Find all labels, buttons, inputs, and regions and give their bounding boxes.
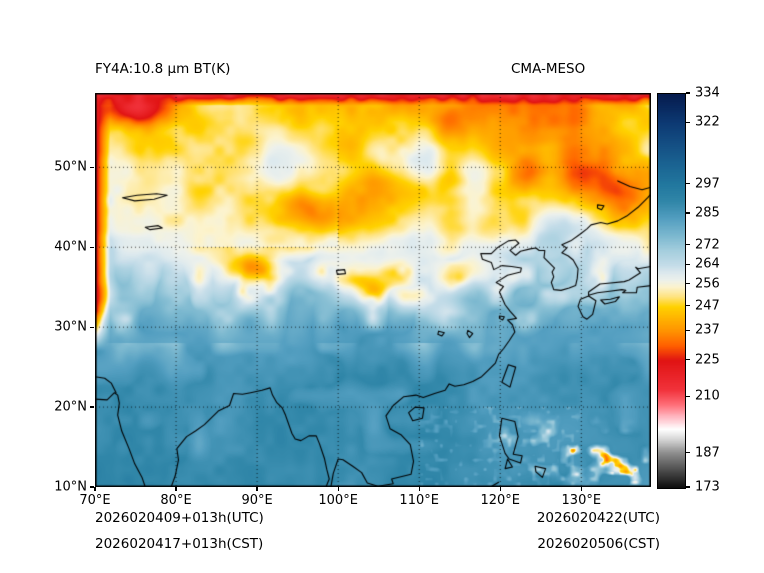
colorbar-tick-label: 210 <box>695 388 720 404</box>
colorbar-tick-label: 272 <box>695 237 720 253</box>
colorbar <box>657 93 686 489</box>
satellite-bt-map <box>95 93 651 487</box>
colorbar-tick-label: 237 <box>695 322 720 338</box>
map-plot-area <box>95 93 651 487</box>
colorbar-tick-mark <box>686 121 690 123</box>
y-tick-mark <box>90 486 94 488</box>
colorbar-tick-label: 322 <box>695 114 720 130</box>
colorbar-tick-label: 225 <box>695 352 720 368</box>
x-tick-mark <box>580 487 582 491</box>
x-tick-label: 70°E <box>79 493 111 508</box>
y-tick-label: 10°N <box>54 479 87 495</box>
y-tick-mark <box>90 406 94 408</box>
x-tick-label: 100°E <box>318 493 358 508</box>
colorbar-tick-mark <box>686 283 690 285</box>
x-tick-label: 120°E <box>480 493 520 508</box>
colorbar-tick-mark <box>686 359 690 361</box>
x-tick-mark <box>256 487 258 491</box>
colorbar-tick-mark <box>686 182 690 185</box>
x-tick-mark <box>94 487 96 491</box>
colorbar-tick-label: 264 <box>695 256 720 272</box>
y-tick-mark <box>90 166 94 168</box>
colorbar-tick-label: 247 <box>695 298 720 314</box>
colorbar-tick-label: 187 <box>695 445 720 461</box>
x-tick-mark <box>418 487 420 491</box>
colorbar-tick-label: 297 <box>695 176 720 192</box>
y-tick-label: 20°N <box>54 399 87 415</box>
x-tick-label: 130°E <box>561 493 602 508</box>
y-tick-label: 40°N <box>54 239 87 255</box>
init-time-cst: 2026020417+013h(CST) <box>95 536 264 552</box>
plot-title-right: CMA-MESO <box>511 61 586 77</box>
x-tick-mark <box>499 487 501 491</box>
colorbar-tick-label: 173 <box>695 479 720 495</box>
x-tick-label: 90°E <box>241 493 273 508</box>
x-tick-mark <box>337 487 339 491</box>
valid-time-cst: 2026020506(CST) <box>537 536 660 552</box>
colorbar-tick-label: 334 <box>695 85 720 101</box>
colorbar-tick-mark <box>686 212 690 214</box>
colorbar-tick-mark <box>686 92 690 94</box>
colorbar-tick-mark <box>686 486 690 488</box>
init-time-utc: 2026020409+013h(UTC) <box>95 510 264 526</box>
y-tick-label: 30°N <box>54 319 87 335</box>
y-tick-label: 50°N <box>54 159 87 175</box>
colorbar-tick-mark <box>686 452 690 454</box>
colorbar-tick-mark <box>686 244 690 246</box>
x-tick-label: 80°E <box>160 493 192 508</box>
valid-time-utc: 2026020422(UTC) <box>536 510 660 526</box>
y-tick-mark <box>90 246 94 248</box>
colorbar-gradient <box>658 94 685 488</box>
colorbar-tick-mark <box>686 263 690 265</box>
colorbar-tick-mark <box>686 329 690 331</box>
colorbar-tick-mark <box>686 305 690 307</box>
colorbar-tick-label: 256 <box>695 276 720 292</box>
colorbar-tick-mark <box>686 395 690 398</box>
plot-title-left: FY4A:10.8 μm BT(K) <box>95 61 231 77</box>
x-tick-mark <box>175 487 177 491</box>
colorbar-tick-label: 285 <box>695 205 720 221</box>
y-tick-mark <box>90 326 94 328</box>
x-tick-label: 110°E <box>399 493 439 508</box>
